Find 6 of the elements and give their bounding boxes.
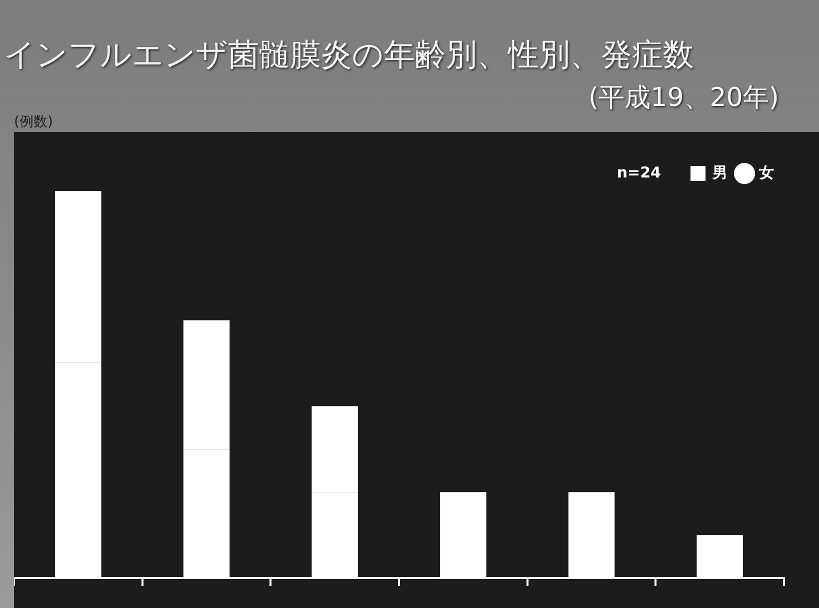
chart-subtitle: (平成19、20年) — [588, 82, 779, 115]
legend-label: 男 — [712, 163, 728, 182]
legend-label: 女 — [758, 163, 774, 182]
chart-title: インフルエンザ菌髄膜炎の年齢別、性別、発症数 — [4, 36, 694, 75]
text: n=24 — [616, 163, 661, 182]
y-axis-title: (例数) — [14, 113, 53, 131]
